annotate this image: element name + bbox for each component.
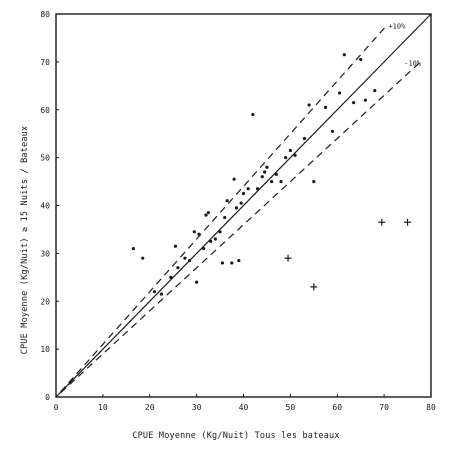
- data-point: [262, 170, 267, 174]
- data-point: [131, 246, 135, 251]
- x-tick-label: 50: [286, 403, 296, 412]
- data-point: [302, 136, 307, 141]
- data-point: [337, 91, 342, 95]
- data-point: [152, 290, 157, 294]
- line-label: +10%: [388, 23, 406, 31]
- data-point: [192, 230, 196, 234]
- data-point: [220, 261, 225, 265]
- data-point: [230, 261, 234, 265]
- data-point: [274, 172, 278, 176]
- reference-lines: [55, 13, 432, 398]
- identity-line: [55, 13, 432, 398]
- data-point-cross: [404, 218, 412, 226]
- data-point: [232, 177, 236, 181]
- data-point-cross: [284, 254, 292, 262]
- data-point: [352, 100, 356, 105]
- data-point: [141, 256, 145, 260]
- x-tick-label: 60: [332, 403, 342, 412]
- dashed-line: [60, 25, 387, 393]
- data-point-cross: [378, 218, 386, 226]
- x-axis-ticks: 0 10 20 30 40 50 60 70 80: [54, 394, 436, 412]
- y-tick-label: 0: [45, 393, 50, 402]
- data-point: [204, 213, 208, 217]
- data-point: [284, 156, 288, 160]
- data-point: [159, 292, 164, 296]
- data-point: [234, 206, 239, 210]
- y-axis-ticks: 0 10 20 30 40 50 60 70 80: [40, 10, 59, 402]
- y-tick-label: 60: [40, 106, 50, 115]
- y-axis-label: CPUE Moyenne (Kg/Nuit) ≥ 15 Nuits / Bate…: [20, 126, 30, 355]
- data-point: [176, 266, 180, 270]
- data-points: [131, 53, 412, 296]
- data-point: [373, 89, 377, 93]
- y-tick-label: 80: [40, 10, 50, 19]
- data-point: [195, 280, 199, 284]
- x-tick-label: 20: [145, 403, 155, 412]
- y-tick-label: 50: [40, 154, 50, 163]
- data-point: [237, 258, 241, 263]
- y-tick-label: 10: [40, 345, 50, 354]
- x-tick-label: 10: [98, 403, 108, 412]
- x-tick-label: 70: [379, 403, 389, 412]
- data-point: [173, 244, 178, 248]
- x-tick-label: 0: [54, 403, 59, 412]
- data-point: [251, 112, 255, 117]
- data-point: [359, 57, 363, 62]
- data-point: [270, 179, 274, 184]
- data-point: [213, 237, 217, 241]
- data-point: [312, 179, 316, 184]
- data-point: [323, 105, 328, 109]
- data-point: [206, 211, 210, 215]
- y-tick-label: 30: [40, 249, 50, 258]
- data-point: [279, 179, 283, 184]
- data-point: [307, 103, 311, 107]
- data-point: [363, 98, 367, 102]
- data-point: [255, 187, 260, 191]
- data-point: [202, 246, 206, 251]
- data-point: [187, 258, 192, 263]
- data-point: [197, 232, 201, 236]
- data-point: [239, 201, 243, 205]
- data-point: [218, 230, 222, 234]
- data-point: [246, 187, 250, 191]
- data-point: [265, 165, 269, 169]
- data-point: [330, 129, 335, 133]
- data-point: [342, 53, 346, 57]
- data-point: [183, 256, 187, 260]
- line-annotations: +10% -10%: [388, 23, 421, 68]
- dashed-line: [60, 60, 423, 394]
- data-point: [293, 153, 297, 157]
- y-tick-label: 70: [40, 58, 50, 67]
- x-axis-label: CPUE Moyenne (Kg/Nuit) Tous les bateaux: [132, 431, 339, 441]
- line-label: -10%: [404, 60, 422, 68]
- data-point: [241, 191, 246, 196]
- data-point: [260, 175, 264, 179]
- data-point: [223, 215, 227, 220]
- x-tick-label: 30: [192, 403, 202, 412]
- data-point-cross: [310, 283, 318, 291]
- data-point: [209, 239, 213, 244]
- x-tick-label: 40: [239, 403, 249, 412]
- x-tick-label: 80: [426, 403, 436, 412]
- y-tick-label: 40: [40, 202, 50, 211]
- data-point: [288, 148, 292, 153]
- data-point: [169, 275, 173, 279]
- y-tick-label: 20: [40, 297, 50, 306]
- data-point: [225, 199, 229, 203]
